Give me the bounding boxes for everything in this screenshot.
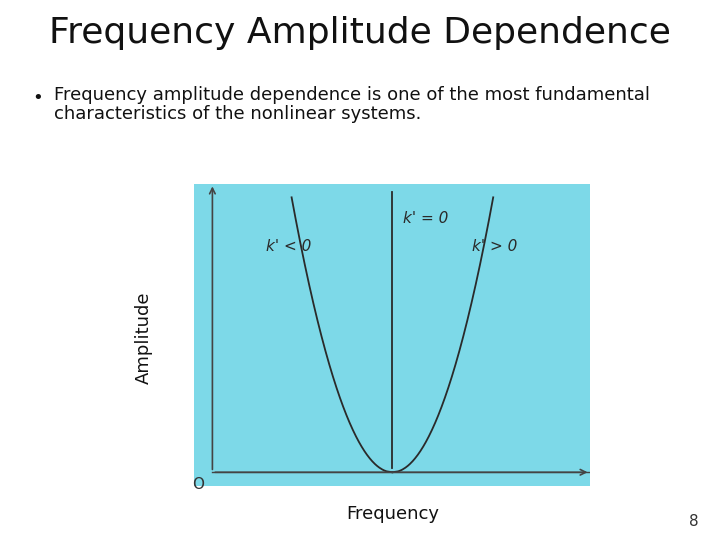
Text: characteristics of the nonlinear systems.: characteristics of the nonlinear systems… <box>54 105 421 123</box>
Text: Frequency: Frequency <box>346 505 439 523</box>
Text: k' > 0: k' > 0 <box>472 239 517 254</box>
Text: k' < 0: k' < 0 <box>266 239 312 254</box>
Text: Amplitude: Amplitude <box>135 291 153 384</box>
Text: k' = 0: k' = 0 <box>403 211 449 226</box>
Text: Frequency Amplitude Dependence: Frequency Amplitude Dependence <box>49 16 671 50</box>
Text: 8: 8 <box>689 514 698 529</box>
Text: O: O <box>192 477 204 492</box>
Text: Frequency amplitude dependence is one of the most fundamental: Frequency amplitude dependence is one of… <box>54 86 650 104</box>
Text: •: • <box>32 89 43 107</box>
